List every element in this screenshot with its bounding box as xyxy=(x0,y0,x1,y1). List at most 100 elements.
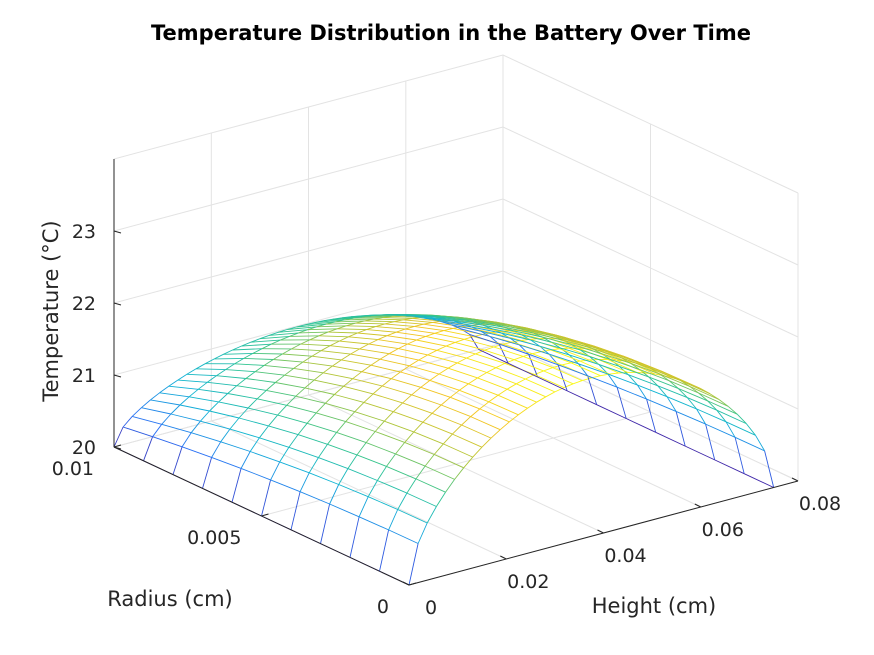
mesh-line-radius xyxy=(334,385,344,395)
mesh-line-height xyxy=(363,401,394,413)
mesh-line-radius xyxy=(247,398,258,409)
mesh-line-height xyxy=(207,381,237,387)
mesh-line-height xyxy=(198,388,228,394)
mesh-line-radius xyxy=(530,339,541,347)
mesh-line-height xyxy=(243,357,274,360)
mesh-line-radius xyxy=(407,339,417,345)
mesh-line-height xyxy=(705,423,736,438)
mesh-line-height xyxy=(553,335,583,345)
mesh-line-height xyxy=(299,491,330,505)
mesh-line-radius xyxy=(359,343,370,350)
mesh-line-radius xyxy=(309,335,320,341)
mesh-line-height xyxy=(650,368,681,381)
mesh-line-height xyxy=(211,456,242,469)
mesh-line-radius xyxy=(338,468,349,485)
mesh-line-radius xyxy=(361,364,372,373)
mesh-line-height xyxy=(668,380,699,394)
mesh-line-height xyxy=(598,359,628,373)
grid-line xyxy=(502,198,799,338)
mesh-line-radius xyxy=(386,331,397,337)
mesh-line-radius xyxy=(318,331,329,337)
mesh-line-height xyxy=(455,317,486,323)
mesh-line-height xyxy=(434,454,464,469)
mesh-line-height xyxy=(278,329,308,333)
mesh-line-height xyxy=(519,344,550,355)
mesh-line-height xyxy=(268,332,299,336)
mesh-line-radius xyxy=(327,328,338,333)
mesh-line-radius xyxy=(218,393,229,403)
mesh-line-height xyxy=(368,496,398,510)
mesh-line-height xyxy=(671,375,701,390)
y-tick-mark xyxy=(261,513,269,517)
mesh-line-height xyxy=(150,399,181,406)
mesh-line-radius xyxy=(452,424,462,435)
mesh-line-radius xyxy=(332,359,342,367)
mesh-line-radius xyxy=(486,367,497,373)
mesh-line-height xyxy=(433,319,463,325)
mesh-line-radius xyxy=(275,374,285,383)
mesh-line-radius xyxy=(313,372,324,381)
mesh-line-radius xyxy=(320,345,331,352)
mesh-line-height xyxy=(218,401,249,409)
mesh-line-height xyxy=(502,343,533,355)
mesh-line-radius xyxy=(152,424,163,437)
mesh-line-radius xyxy=(186,368,197,375)
mesh-line-height xyxy=(332,365,362,373)
mesh-line-radius xyxy=(315,402,326,414)
mesh-line-height xyxy=(685,445,715,461)
mesh-line-radius xyxy=(339,336,349,342)
y-tick-label: 0 xyxy=(377,596,389,618)
mesh-line-height xyxy=(337,328,367,331)
mesh-line-height xyxy=(252,352,283,355)
mesh-line-radius xyxy=(637,384,647,400)
mesh-line-height xyxy=(626,418,656,433)
mesh-line-radius xyxy=(277,404,288,416)
mesh-line-height xyxy=(289,335,319,337)
mesh-line-height xyxy=(152,436,183,448)
mesh-line-radius xyxy=(299,472,310,492)
mesh-line-radius xyxy=(561,362,572,366)
mesh-line-height xyxy=(288,446,319,459)
mesh-line-height xyxy=(416,314,447,318)
mesh-line-radius xyxy=(464,336,474,340)
mesh-line-radius xyxy=(358,496,369,517)
mesh-line-height xyxy=(628,374,658,387)
mesh-line-radius xyxy=(327,432,337,445)
mesh-line-radius xyxy=(306,412,317,424)
mesh-line-height xyxy=(452,433,483,448)
mesh-line-radius xyxy=(202,457,213,489)
mesh-line-radius xyxy=(484,346,494,351)
mesh-line-radius xyxy=(279,447,290,463)
z-tick-mark xyxy=(113,374,122,378)
mesh-line-radius xyxy=(686,397,697,410)
mesh-line-height xyxy=(161,423,192,434)
mesh-line-height xyxy=(232,348,263,351)
mesh-line-height xyxy=(429,379,460,391)
mesh-line-radius xyxy=(284,368,294,376)
mesh-line-height xyxy=(416,339,447,347)
mesh-line-radius xyxy=(179,396,190,406)
mesh-line-height xyxy=(648,376,679,389)
z-tick-mark xyxy=(113,230,122,234)
mesh-line-height xyxy=(580,349,611,360)
mesh-line-radius xyxy=(397,492,408,510)
mesh-line-height xyxy=(475,353,506,364)
mesh-line-height xyxy=(589,356,620,367)
mesh-line-radius xyxy=(289,332,299,337)
x-tick-mark xyxy=(500,555,507,560)
mesh-line-radius xyxy=(734,437,745,474)
mesh-line-radius xyxy=(454,467,465,480)
mesh-line-radius xyxy=(433,443,444,455)
mesh-line-height xyxy=(516,383,546,398)
mesh-line-height xyxy=(461,424,492,439)
mesh-line-height xyxy=(296,323,326,328)
mesh-line-radius xyxy=(696,408,706,425)
mesh-line-radius xyxy=(461,416,472,426)
mesh-line-height xyxy=(347,468,378,481)
mesh-line-height xyxy=(300,343,331,347)
mesh-line-radius xyxy=(261,479,272,517)
mesh-line-radius xyxy=(523,353,533,357)
mesh-line-height xyxy=(744,473,774,488)
mesh-line-height xyxy=(460,328,491,337)
mesh-line-height xyxy=(609,358,640,370)
